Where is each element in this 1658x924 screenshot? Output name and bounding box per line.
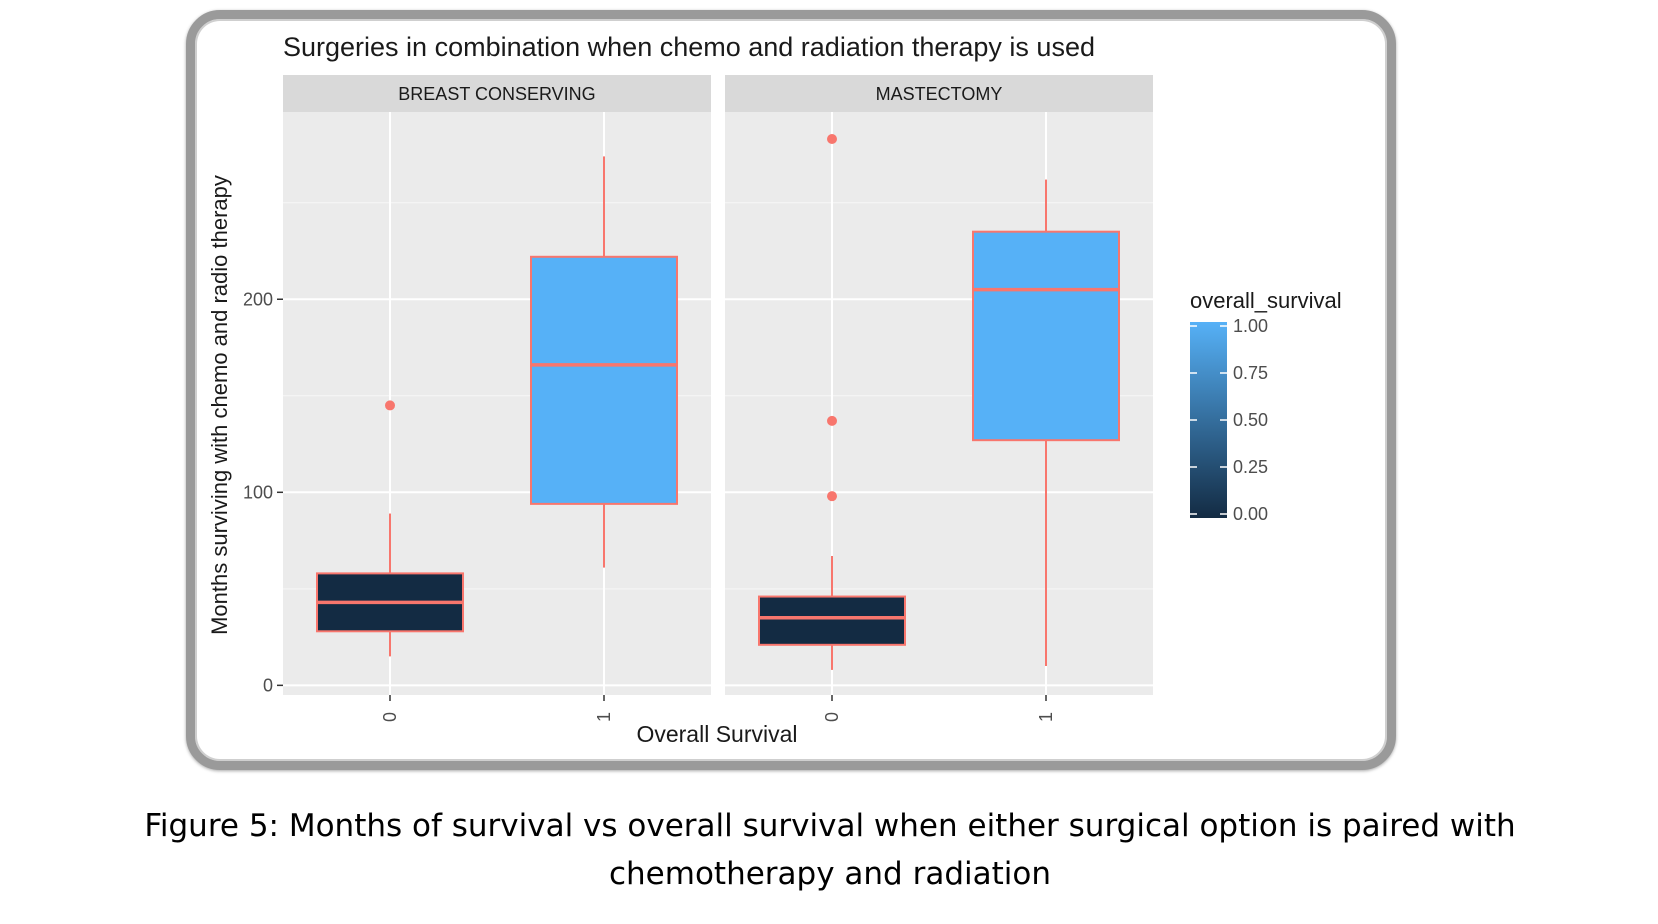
facet-strip [725, 75, 1153, 112]
y-tick-label: 200 [243, 289, 273, 309]
figure-caption: Figure 5: Months of survival vs overall … [144, 808, 1516, 892]
legend-tick-label: 0.75 [1233, 363, 1268, 383]
legend-title: overall_survival [1190, 288, 1342, 313]
outlier-point [827, 415, 837, 426]
outlier-point [385, 400, 395, 411]
legend-tick-label: 1.00 [1233, 316, 1268, 336]
legend-tick-label: 0.00 [1233, 504, 1268, 524]
facet-label: BREAST CONSERVING [398, 84, 595, 104]
x-axis-label: Overall Survival [636, 721, 797, 747]
chart-title: Surgeries in combination when chemo and … [283, 32, 1095, 62]
box [972, 230, 1120, 442]
outlier-point [827, 491, 837, 502]
box [758, 595, 906, 646]
y-axis-label: Months surviving with chemo and radio th… [207, 175, 232, 635]
legend-tick-label: 0.50 [1233, 410, 1268, 430]
x-tick-label: 0 [822, 712, 842, 722]
box [530, 255, 678, 505]
legend-tick-label: 0.25 [1233, 457, 1268, 477]
color-legend: overall_survival 1.00 0.75 0.50 0.25 0.00 [1190, 288, 1342, 524]
x-tick-label: 1 [594, 712, 614, 722]
facet-label: MASTECTOMY [876, 84, 1003, 104]
y-tick-label: 100 [243, 482, 273, 502]
boxplot-chart: Surgeries in combination when chemo and … [207, 32, 1342, 747]
facet-strip [283, 75, 711, 112]
y-tick-label: 0 [263, 675, 273, 695]
x-tick-label: 0 [380, 712, 400, 722]
x-tick-label: 1 [1036, 712, 1056, 722]
outlier-point [827, 134, 837, 145]
